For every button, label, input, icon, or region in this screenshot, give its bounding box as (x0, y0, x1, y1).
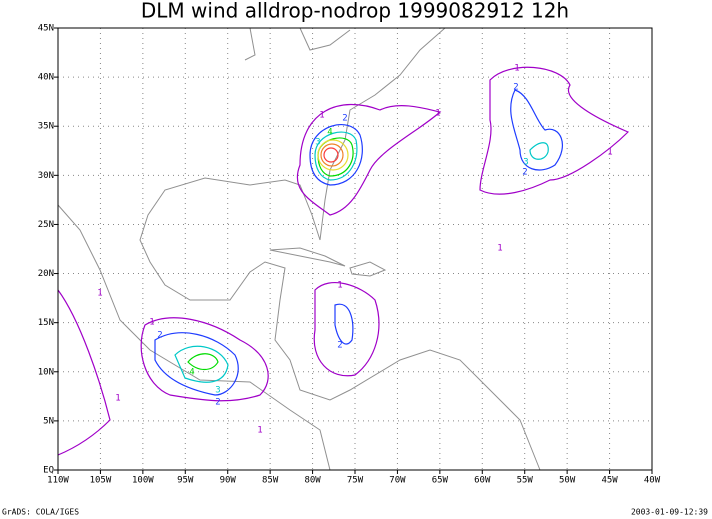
contour-label: 2 (513, 83, 518, 93)
contour-line (57, 289, 111, 456)
y-tick-label: 25N (38, 220, 54, 230)
contour-label: 1 (607, 148, 612, 158)
contour-label: 1 (514, 64, 519, 74)
contour-label: 1 (435, 109, 440, 119)
coastline (244, 27, 351, 61)
x-tick-label: 55W (517, 476, 534, 486)
x-tick-label: 65W (432, 476, 449, 486)
contour-label: 3 (523, 158, 528, 168)
coastlines (57, 27, 541, 471)
contour-line (510, 89, 563, 171)
contour-label: 1 (115, 394, 120, 404)
contour-line (317, 137, 354, 177)
contour-label: 1 (257, 426, 262, 436)
contour-line (296, 103, 442, 216)
contour-line (154, 332, 239, 396)
coastline (349, 261, 387, 277)
contour-label: 4 (327, 128, 332, 138)
contour-line (314, 131, 358, 181)
contour-line (317, 139, 349, 171)
contour-label: 3 (315, 138, 320, 148)
x-tick-label: 45W (601, 476, 618, 486)
coastline (139, 27, 541, 471)
y-tick-label: 30N (38, 171, 54, 181)
footer-right: 2003-01-09-12:39 (631, 508, 708, 517)
y-tick-label: 15N (38, 318, 54, 328)
contour-line (479, 66, 630, 195)
contour-label: 2 (337, 341, 342, 351)
contour-label: 1 (97, 289, 102, 299)
contours (57, 66, 630, 456)
x-tick-label: 40W (644, 476, 661, 486)
x-tick-label: 60W (474, 476, 491, 486)
contour-label: 2 (522, 168, 527, 178)
contour-line (334, 303, 354, 345)
contour-line (313, 281, 380, 377)
contour-line (323, 147, 339, 163)
x-tick-label: 105W (90, 476, 112, 486)
contour-label: 1 (149, 318, 154, 328)
x-tick-label: 50W (559, 476, 576, 486)
y-tick-label: 35N (38, 122, 54, 132)
coastline (57, 204, 331, 471)
contour-label: 2 (342, 114, 347, 124)
contour-line (174, 345, 229, 383)
x-tick-label: 75W (347, 476, 364, 486)
contour-label: 4 (189, 368, 194, 378)
y-tick-label: 20N (38, 269, 54, 279)
contour-line (309, 124, 363, 186)
x-tick-label: 100W (132, 476, 154, 486)
y-tick-label: 45N (38, 24, 54, 34)
title: DLM wind alldrop-nodrop 1999082912 12h (141, 0, 569, 23)
y-tick-label: 40N (38, 73, 54, 83)
x-tick-label: 80W (304, 476, 321, 486)
contour-line (320, 143, 344, 167)
x-tick-label: 85W (262, 476, 279, 486)
contour-label: 1 (497, 244, 502, 254)
contour-label: 2 (157, 331, 162, 341)
y-tick-label: 10N (38, 367, 54, 377)
grid (57, 27, 653, 471)
footer-left: GrADS: COLA/IGES (2, 508, 79, 517)
contour-label: 2 (215, 398, 220, 408)
x-tick-label: 70W (389, 476, 406, 486)
contour-label: 3 (215, 386, 220, 396)
contour-line (187, 353, 219, 371)
x-tick-label: 110W (47, 476, 69, 486)
x-tick-label: 95W (177, 476, 194, 486)
contour-line (529, 142, 549, 160)
x-tick-label: 90W (220, 476, 237, 486)
y-tick-label: EQ (43, 466, 54, 476)
contour-line (140, 317, 269, 402)
y-tick-label: 5N (43, 416, 54, 426)
contour-label: 1 (319, 111, 324, 121)
contour-label: 1 (337, 281, 342, 291)
coastline (269, 247, 346, 267)
